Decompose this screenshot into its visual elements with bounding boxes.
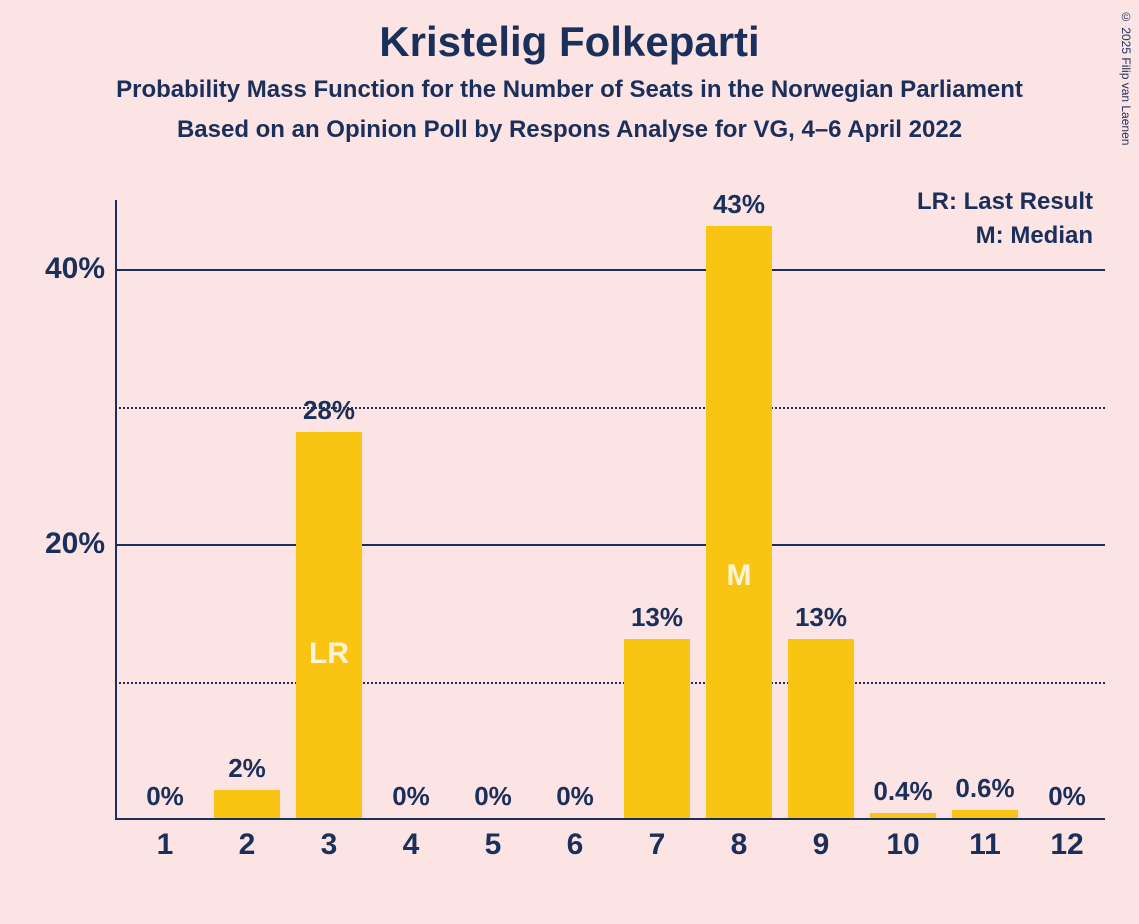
bar [952, 810, 1018, 818]
bar-value-label: 28% [303, 395, 355, 426]
x-tick-label: 7 [649, 828, 666, 862]
bar-value-label: 13% [631, 602, 683, 633]
bar-inner-label: M [727, 559, 752, 593]
bar [870, 813, 936, 819]
bar-value-label: 0% [556, 781, 594, 812]
bar [788, 639, 854, 818]
bar [214, 790, 280, 818]
x-tick-label: 6 [567, 828, 584, 862]
y-axis [115, 200, 117, 820]
bar-value-label: 0% [474, 781, 512, 812]
bar-value-label: 0% [392, 781, 430, 812]
bar-value-label: 2% [228, 753, 266, 784]
y-tick-label: 40% [30, 252, 105, 286]
x-tick-label: 8 [731, 828, 748, 862]
bar-value-label: 43% [713, 189, 765, 220]
bar-value-label: 0% [146, 781, 184, 812]
legend-m: M: Median [976, 222, 1093, 250]
gridline-major [115, 269, 1105, 271]
x-axis [115, 818, 1105, 820]
chart-title: Kristelig Folkeparti [0, 0, 1139, 66]
x-tick-label: 3 [321, 828, 338, 862]
x-tick-label: 1 [157, 828, 174, 862]
bar-inner-label: LR [309, 637, 349, 671]
bar-value-label: 0% [1048, 781, 1086, 812]
gridline-minor [115, 682, 1105, 684]
x-tick-label: 12 [1050, 828, 1083, 862]
gridline-minor [115, 407, 1105, 409]
y-tick-label: 20% [30, 527, 105, 561]
x-tick-label: 4 [403, 828, 420, 862]
bar [624, 639, 690, 818]
bar-value-label: 13% [795, 602, 847, 633]
x-tick-label: 9 [813, 828, 830, 862]
legend-lr: LR: Last Result [917, 188, 1093, 216]
chart-subtitle-1: Probability Mass Function for the Number… [0, 76, 1139, 104]
gridline-major [115, 544, 1105, 546]
chart-plot-area: 0%2%LR28%0%0%0%13%M43%13%0.4%0.6%0% 1234… [115, 200, 1105, 820]
bar-value-label: 0.6% [955, 773, 1014, 804]
bar-value-label: 0.4% [873, 776, 932, 807]
bar: M [706, 226, 772, 818]
x-tick-label: 10 [886, 828, 919, 862]
bar: LR [296, 432, 362, 818]
chart-subtitle-2: Based on an Opinion Poll by Respons Anal… [0, 116, 1139, 144]
copyright-text: © 2025 Filip van Laenen [1119, 10, 1133, 145]
x-tick-label: 5 [485, 828, 502, 862]
x-tick-label: 11 [969, 828, 1001, 862]
x-tick-label: 2 [239, 828, 256, 862]
